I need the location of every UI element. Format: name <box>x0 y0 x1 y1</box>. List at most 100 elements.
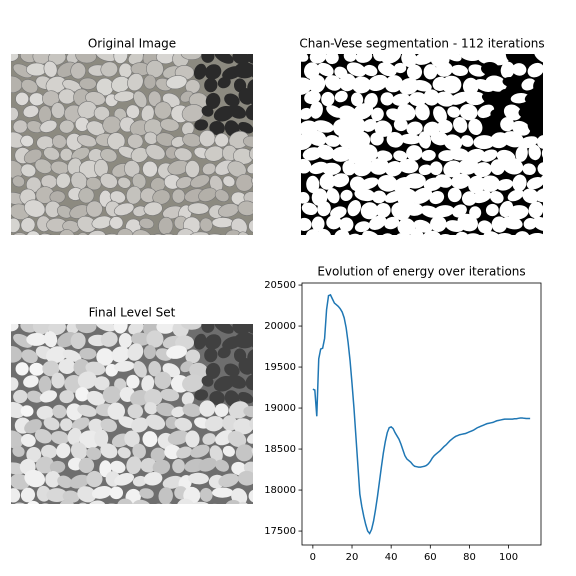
y-tick-label: 20000 <box>264 321 296 332</box>
image-blob <box>246 54 253 64</box>
image-blob <box>127 403 144 419</box>
image-blob <box>143 345 156 360</box>
image-blob <box>144 401 158 415</box>
image-blob <box>75 54 97 64</box>
image-blob <box>110 460 126 474</box>
image-blob <box>237 231 251 235</box>
image-blob <box>205 92 221 109</box>
image-blob <box>502 76 520 88</box>
image-blob <box>351 76 371 94</box>
image-blob <box>397 188 417 207</box>
image-blob <box>43 417 60 431</box>
image-blob <box>481 93 502 107</box>
image-blob <box>133 360 147 378</box>
image-blob <box>484 120 500 134</box>
image-blob <box>59 390 75 404</box>
image-blob <box>11 402 25 419</box>
image-blob <box>24 469 46 488</box>
image-blob <box>384 216 400 230</box>
image-blob <box>102 386 121 404</box>
image-blob <box>233 418 253 435</box>
image-blob <box>71 147 90 161</box>
image-blob <box>101 233 121 235</box>
image-blob <box>131 417 149 433</box>
image-blob <box>443 134 463 151</box>
image-blob <box>317 62 334 77</box>
image-blob <box>545 63 559 81</box>
image-blob <box>393 118 408 132</box>
image <box>11 324 253 504</box>
image-blob <box>145 144 166 161</box>
image-blob <box>473 135 495 150</box>
image-blob <box>304 90 321 105</box>
image-blob <box>441 75 462 94</box>
image-blob <box>58 358 76 374</box>
image-blob <box>117 498 134 504</box>
image-blob <box>237 470 253 486</box>
image-blob <box>20 433 36 447</box>
image-blob <box>182 403 202 417</box>
image-blob <box>146 60 164 78</box>
image-blob <box>126 456 142 475</box>
image-blob <box>193 333 207 350</box>
image-blob <box>142 431 158 448</box>
image-blob <box>462 191 477 206</box>
image-blob <box>511 120 531 136</box>
image-blob <box>321 91 335 107</box>
image-blob <box>132 443 146 459</box>
image-blob <box>238 358 253 375</box>
image-blob <box>114 472 135 486</box>
x-tick-label: 40 <box>385 552 398 563</box>
image-blob <box>86 447 102 460</box>
image-blob <box>69 474 90 489</box>
image-blob <box>429 191 445 205</box>
image-blob <box>351 131 371 149</box>
image-blob <box>176 228 195 235</box>
image-blob <box>536 135 543 149</box>
image-blob <box>86 120 106 136</box>
image-blob <box>301 158 312 174</box>
image-blob <box>11 488 21 503</box>
image-blob <box>418 131 432 149</box>
image-blob <box>346 62 367 77</box>
image-blob <box>455 231 470 235</box>
image-blob <box>93 105 110 121</box>
image-blob <box>321 162 341 175</box>
image-blob <box>75 232 90 235</box>
image-blob <box>20 163 37 178</box>
image-blob <box>214 324 234 334</box>
image-blob <box>404 203 424 216</box>
image-blob <box>237 200 253 216</box>
image-blob <box>353 158 373 177</box>
image-blob <box>338 130 357 149</box>
y-tick-label: 19500 <box>264 362 296 373</box>
image-blob <box>224 93 240 107</box>
image-blob <box>41 444 58 459</box>
image-blob <box>518 106 534 118</box>
image-blob <box>218 473 239 488</box>
image-blob <box>20 487 36 503</box>
image-blob <box>43 331 58 348</box>
image-blob <box>202 162 217 176</box>
image-blob <box>406 64 423 80</box>
x-tick-label: 80 <box>463 552 476 563</box>
image-blob <box>451 64 469 76</box>
image-blob <box>489 191 504 204</box>
image-blob <box>152 459 171 475</box>
image-blob <box>118 333 133 349</box>
image-blob <box>465 91 486 106</box>
image-blob <box>415 103 430 121</box>
image-blob <box>253 120 266 135</box>
image-blob <box>172 459 185 474</box>
image-blob <box>194 389 209 401</box>
image-blob <box>116 228 134 235</box>
image-blob <box>346 145 365 164</box>
image-blob <box>77 371 97 389</box>
image-blob <box>111 346 130 363</box>
image-blob <box>316 228 332 235</box>
image-blob <box>209 390 225 406</box>
image-blob <box>176 446 193 459</box>
image-blob <box>117 176 132 189</box>
image-blob <box>11 345 23 363</box>
image-blob <box>144 388 163 406</box>
